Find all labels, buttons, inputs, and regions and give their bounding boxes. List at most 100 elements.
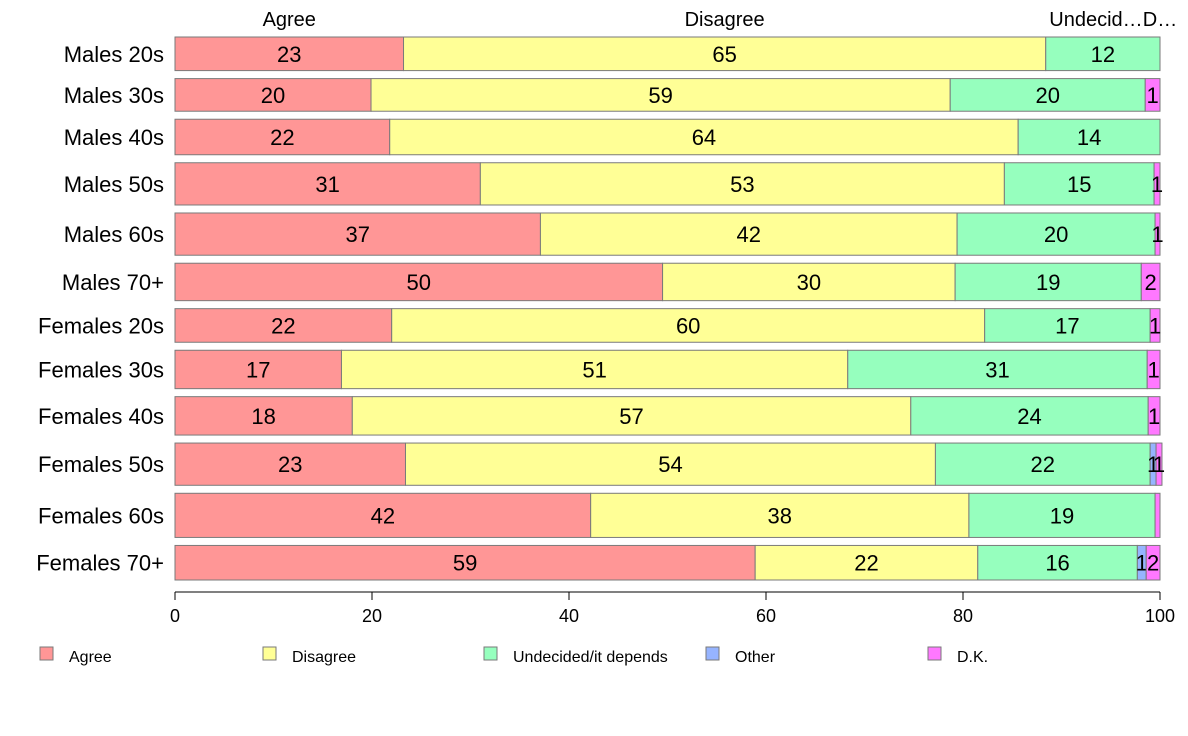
bar-males-40s-disagree [389, 118, 1019, 156]
data-label-females-30s-d-k: 1 [1147, 357, 1159, 382]
row-label-males-40s: Males 40s [64, 125, 164, 150]
legend-label-disagree: Disagree [292, 649, 356, 666]
bar-males-20s-undecided-it-depends [1045, 36, 1161, 72]
bar-males-60s-d-k [1154, 212, 1161, 256]
data-label-females-60s-undecided-it-depends: 19 [1050, 503, 1074, 528]
bar-females-70-disagree [754, 544, 979, 581]
bar-females-30s-disagree [340, 349, 849, 390]
bars: 23 65 1 2 20 59 20 1 22 64 14 31 53 1 5 1 37 42 20 1 50 30 19 2… [174, 36, 1165, 581]
x-tick-label-60: 60 [756, 606, 776, 626]
top-label-undecid: Undecid… [1049, 9, 1142, 31]
data-label-females-20s-agree: 22 [271, 313, 295, 338]
x-tick-label-0: 0 [170, 606, 180, 626]
legend-swatch-d-k [927, 646, 942, 661]
bar-females-60s-d-k [1154, 492, 1161, 538]
bar-males-70-agree [174, 262, 664, 302]
bar-males-30s-undecided-it-depends [949, 78, 1146, 112]
data-label-females-70-disagree: 22 [854, 551, 878, 576]
data-label-males-70-d-k: 2 [1145, 270, 1157, 295]
bar-females-50s-agree [174, 442, 406, 486]
data-label-males-30s-agree: 20 [261, 83, 285, 108]
data-label-males-70-disagree: 30 [797, 270, 821, 295]
bar-males-60s-disagree [539, 212, 958, 256]
bar-females-70-undecided-it-depends [977, 544, 1138, 581]
bar-females-50s-d-k [1155, 442, 1163, 486]
data-label-females-40s-disagree: 57 [619, 404, 643, 429]
bar-males-20s-disagree [403, 36, 1047, 72]
bar-females-40s-undecided-it-depends [910, 396, 1149, 436]
bar-females-70-agree [174, 544, 756, 581]
bar-females-40s-d-k [1147, 396, 1161, 436]
bar-females-20s-d-k [1149, 308, 1161, 343]
data-label-females-50s-agree: 23 [278, 452, 302, 477]
data-label-males-20s-disagree: 65 [712, 42, 736, 67]
data-label-females-20s-disagree: 60 [676, 313, 700, 338]
data-label-females-40s-d-k: 1 [1148, 404, 1160, 429]
bar-females-30s-d-k [1146, 349, 1161, 390]
legend-label-other: Other [735, 649, 776, 666]
row-label-males-50s: Males 50s [64, 172, 164, 197]
data-label-females-20s-d-k: 1 [1149, 313, 1161, 338]
legend-label-agree: Agree [69, 649, 112, 666]
row-labels: Males 20s Males 30s Males 40s Males 50s Male… [36, 42, 164, 576]
data-label-females-70-other: 1 [1136, 551, 1148, 576]
bar-females-60s-agree [174, 492, 592, 538]
bar-females-40s-agree [174, 396, 353, 436]
data-label-males-60s-agree: 37 [345, 222, 369, 247]
top-labels: Agree Disagree Undecid… D… [263, 9, 1178, 31]
legend: Agree Disagree Undecided/it depends Other D.… [39, 646, 988, 666]
x-tick-label-40: 40 [559, 606, 579, 626]
data-label-females-40s-undecided-it-depends: 24 [1017, 404, 1041, 429]
legend-label-d-k: D.K. [957, 649, 988, 666]
row-label-males-20s: Males 20s [64, 42, 164, 67]
data-label-males-60s-undecided-it-depends: 20 [1044, 222, 1068, 247]
row-label-females-20s: Females 20s [38, 313, 164, 338]
data-label-females-50s-disagree: 54 [658, 452, 682, 477]
bar-females-70-d-k [1145, 544, 1161, 581]
data-label-males-30s-disagree: 59 [648, 83, 672, 108]
data-label-males-60s-disagree: 42 [737, 222, 761, 247]
bar-males-50s-d-k [1153, 162, 1161, 206]
data-label-males-70-agree: 50 [407, 270, 431, 295]
bar-males-70-d-k [1140, 262, 1161, 302]
data-label-females-60s-agree: 42 [371, 503, 395, 528]
bar-males-40s-agree [174, 118, 391, 156]
bar-males-60s-undecided-it-depends [956, 212, 1156, 256]
data-label-females-30s-disagree: 51 [582, 357, 606, 382]
bar-females-20s-agree [174, 308, 393, 343]
top-label-agree: Agree [263, 9, 316, 31]
data-label-males-50s-agree: 31 [315, 172, 339, 197]
data-label-males-40s-undecided-it-depends: 14 [1077, 125, 1101, 150]
data-label-males-50s-d-k: 1 [1151, 172, 1163, 197]
data-label-males-70-undecided-it-depends: 19 [1036, 270, 1060, 295]
data-label-females-30s-undecided-it-depends: 31 [985, 357, 1009, 382]
data-label-females-30s-agree: 17 [246, 357, 270, 382]
legend-swatch-agree [39, 646, 54, 661]
bar-females-60s-undecided-it-depends [968, 492, 1156, 538]
data-label-males-50s-disagree: 53 [730, 172, 754, 197]
data-label-females-50s-undecided-it-depends: 22 [1031, 452, 1055, 477]
x-tick-label-20: 20 [362, 606, 382, 626]
data-label-males-40s-disagree: 64 [692, 125, 716, 150]
data-label-males-20s-agree: 23 [277, 42, 301, 67]
bar-males-20s-agree [174, 36, 405, 72]
bar-males-50s-undecided-it-depends [1003, 162, 1155, 206]
data-label-females-60s-disagree: 38 [768, 503, 792, 528]
top-label-disagree: Disagree [685, 9, 765, 31]
data-label-females-70-undecided-it-depends: 16 [1045, 551, 1069, 576]
bar-females-20s-disagree [391, 308, 986, 343]
bar-males-30s-disagree [370, 78, 951, 112]
data-label-females-20s-undecided-it-depends: 17 [1055, 313, 1079, 338]
bar-males-40s-undecided-it-depends [1017, 118, 1161, 156]
bar-females-30s-undecided-it-depends [847, 349, 1148, 390]
top-label-d: D… [1143, 9, 1177, 31]
bar-females-30s-agree [174, 349, 342, 390]
data-label-females-40s-agree: 18 [251, 404, 275, 429]
bar-females-40s-disagree [351, 396, 912, 436]
data-label-males-30s-undecided-it-depends: 20 [1035, 83, 1059, 108]
legend-swatch-undecided-it-depends [483, 646, 498, 661]
row-label-males-70: Males 70+ [62, 270, 164, 295]
x-tick-label-100: 100 [1145, 606, 1175, 626]
bar-males-30s-d-k [1144, 78, 1161, 112]
